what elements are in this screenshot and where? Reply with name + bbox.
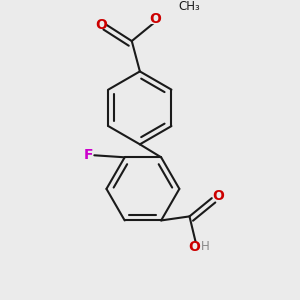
Text: CH₃: CH₃: [178, 0, 200, 13]
Text: O: O: [212, 189, 224, 203]
Text: F: F: [84, 148, 94, 162]
Text: O: O: [149, 12, 161, 26]
Text: O: O: [189, 240, 200, 254]
Text: O: O: [95, 18, 107, 32]
Text: H: H: [201, 240, 210, 253]
